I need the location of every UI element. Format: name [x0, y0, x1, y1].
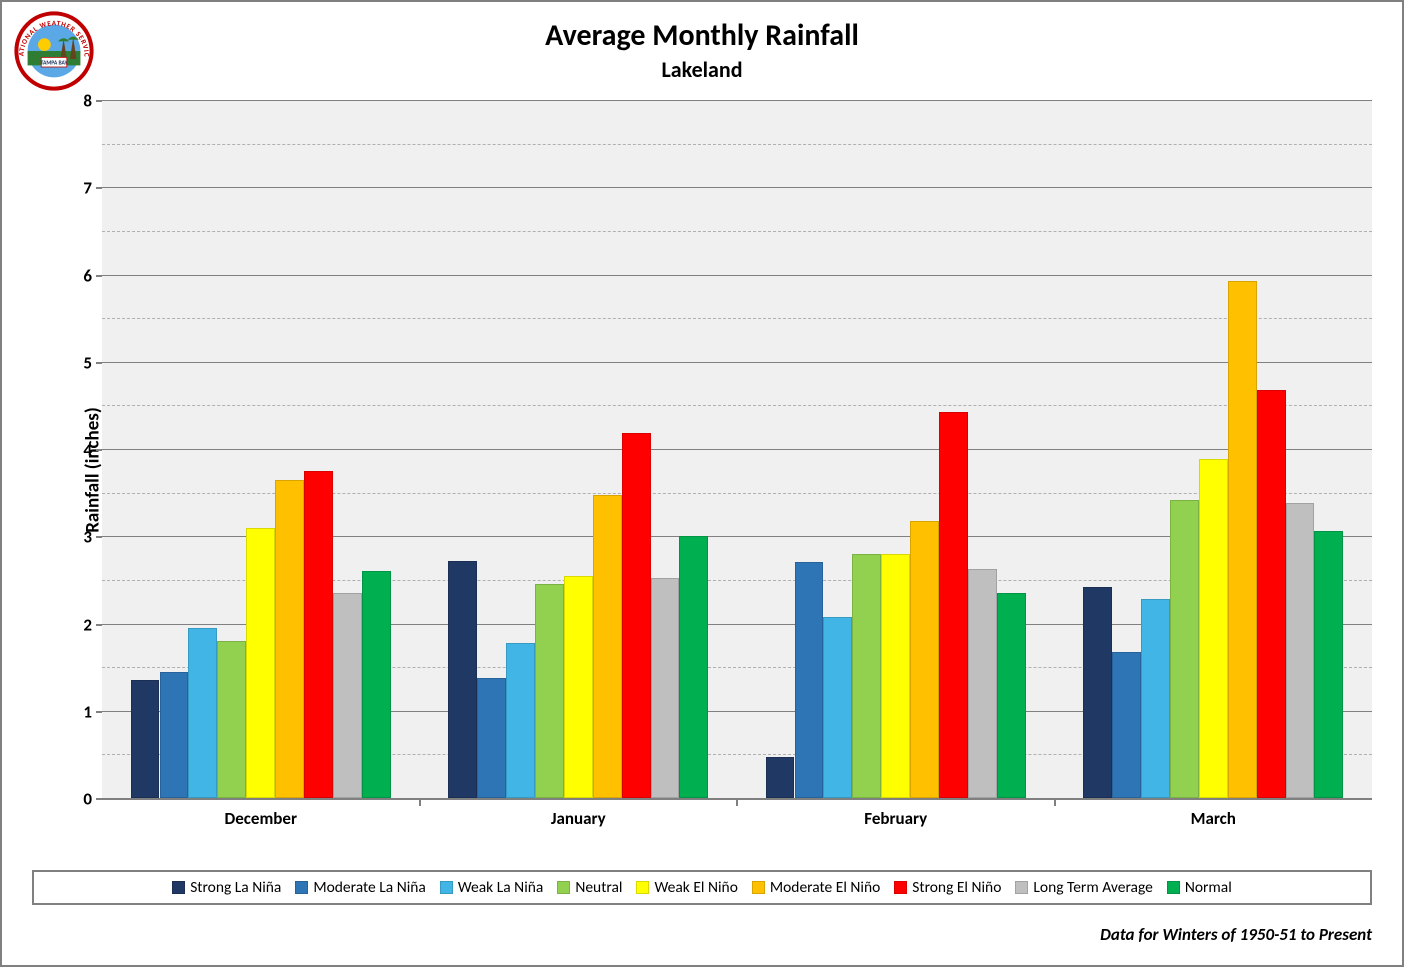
legend-item: Moderate El Niño — [752, 878, 880, 897]
x-tick-label: December — [225, 808, 298, 829]
bar — [362, 571, 391, 798]
bar — [160, 672, 189, 799]
bar-group: December — [102, 100, 420, 798]
legend-label: Moderate El Niño — [770, 878, 880, 897]
bar — [304, 471, 333, 798]
chart-footnote: Data for Winters of 1950-51 to Present — [1100, 924, 1372, 945]
bar — [997, 593, 1026, 798]
bar — [506, 643, 535, 798]
y-axis-title: Rainfall (inches) — [81, 407, 104, 533]
bar — [910, 521, 939, 798]
bar — [275, 480, 304, 798]
legend-item: Weak El Niño — [636, 878, 737, 897]
bar — [564, 576, 593, 798]
bar — [823, 617, 852, 798]
group-separator-tick — [419, 798, 421, 806]
legend-swatch — [440, 881, 453, 894]
y-tick-mark — [96, 798, 102, 800]
legend-item: Weak La Niña — [440, 878, 544, 897]
bar — [679, 536, 708, 798]
legend-label: Moderate La Niña — [313, 878, 425, 897]
legend: Strong La Niña Moderate La Niña Weak La Ni… — [32, 870, 1372, 905]
bar — [535, 584, 564, 798]
bar — [1083, 587, 1112, 798]
nws-logo: NATIONAL WEATHER SERVICE TAMPA BAY — [14, 11, 94, 91]
legend-swatch — [1167, 881, 1180, 894]
bar — [333, 593, 362, 798]
bar — [939, 412, 968, 798]
bar-group: February — [737, 100, 1055, 798]
bar-group: January — [420, 100, 738, 798]
legend-swatch — [1015, 881, 1028, 894]
title-block: Average Monthly Rainfall Lakeland — [2, 2, 1402, 83]
bar — [1257, 390, 1286, 798]
legend-label: Strong La Niña — [190, 878, 281, 897]
svg-text:TAMPA BAY: TAMPA BAY — [41, 60, 68, 67]
legend-item: Moderate La Niña — [295, 878, 425, 897]
legend-label: Normal — [1185, 878, 1232, 897]
chart-container: NATIONAL WEATHER SERVICE TAMPA BAY Avera… — [0, 0, 1404, 967]
legend-label: Long Term Average — [1033, 878, 1152, 897]
legend-swatch — [172, 881, 185, 894]
bar — [766, 757, 795, 798]
chart-title: Average Monthly Rainfall — [2, 17, 1402, 54]
bar — [1141, 599, 1170, 798]
plot-area: 012345678DecemberJanuaryFebruaryMarch — [102, 100, 1372, 800]
group-separator-tick — [1054, 798, 1056, 806]
bar-group: March — [1055, 100, 1373, 798]
legend-item: Long Term Average — [1015, 878, 1152, 897]
legend-label: Neutral — [575, 878, 622, 897]
bar — [448, 561, 477, 798]
legend-swatch — [557, 881, 570, 894]
bar — [593, 495, 622, 798]
legend-label: Strong El Niño — [912, 878, 1001, 897]
legend-swatch — [295, 881, 308, 894]
legend-label: Weak El Niño — [654, 878, 737, 897]
bar — [188, 628, 217, 798]
group-separator-tick — [736, 798, 738, 806]
legend-item: Neutral — [557, 878, 622, 897]
bar — [622, 433, 651, 798]
bar — [1228, 281, 1257, 798]
legend-swatch — [752, 881, 765, 894]
bar — [1286, 503, 1315, 798]
legend-label: Weak La Niña — [458, 878, 544, 897]
bar — [1112, 652, 1141, 798]
bar — [477, 678, 506, 798]
bar — [968, 569, 997, 798]
bar — [795, 562, 824, 798]
legend-swatch — [894, 881, 907, 894]
bar — [1199, 459, 1228, 798]
chart-subtitle: Lakeland — [2, 56, 1402, 83]
bar — [1170, 500, 1199, 798]
legend-item: Strong La Niña — [172, 878, 281, 897]
legend-swatch — [636, 881, 649, 894]
x-tick-label: February — [864, 808, 927, 829]
plot-wrapper: Rainfall (inches) 012345678DecemberJanua… — [102, 100, 1372, 840]
bar — [881, 554, 910, 798]
bar — [852, 554, 881, 798]
bar — [246, 528, 275, 798]
legend-item: Normal — [1167, 878, 1232, 897]
x-tick-label: January — [551, 808, 606, 829]
legend-item: Strong El Niño — [894, 878, 1001, 897]
bar — [131, 680, 160, 798]
bar — [1314, 531, 1343, 798]
bar — [651, 578, 680, 798]
x-tick-label: March — [1191, 808, 1236, 829]
bar — [217, 641, 246, 798]
